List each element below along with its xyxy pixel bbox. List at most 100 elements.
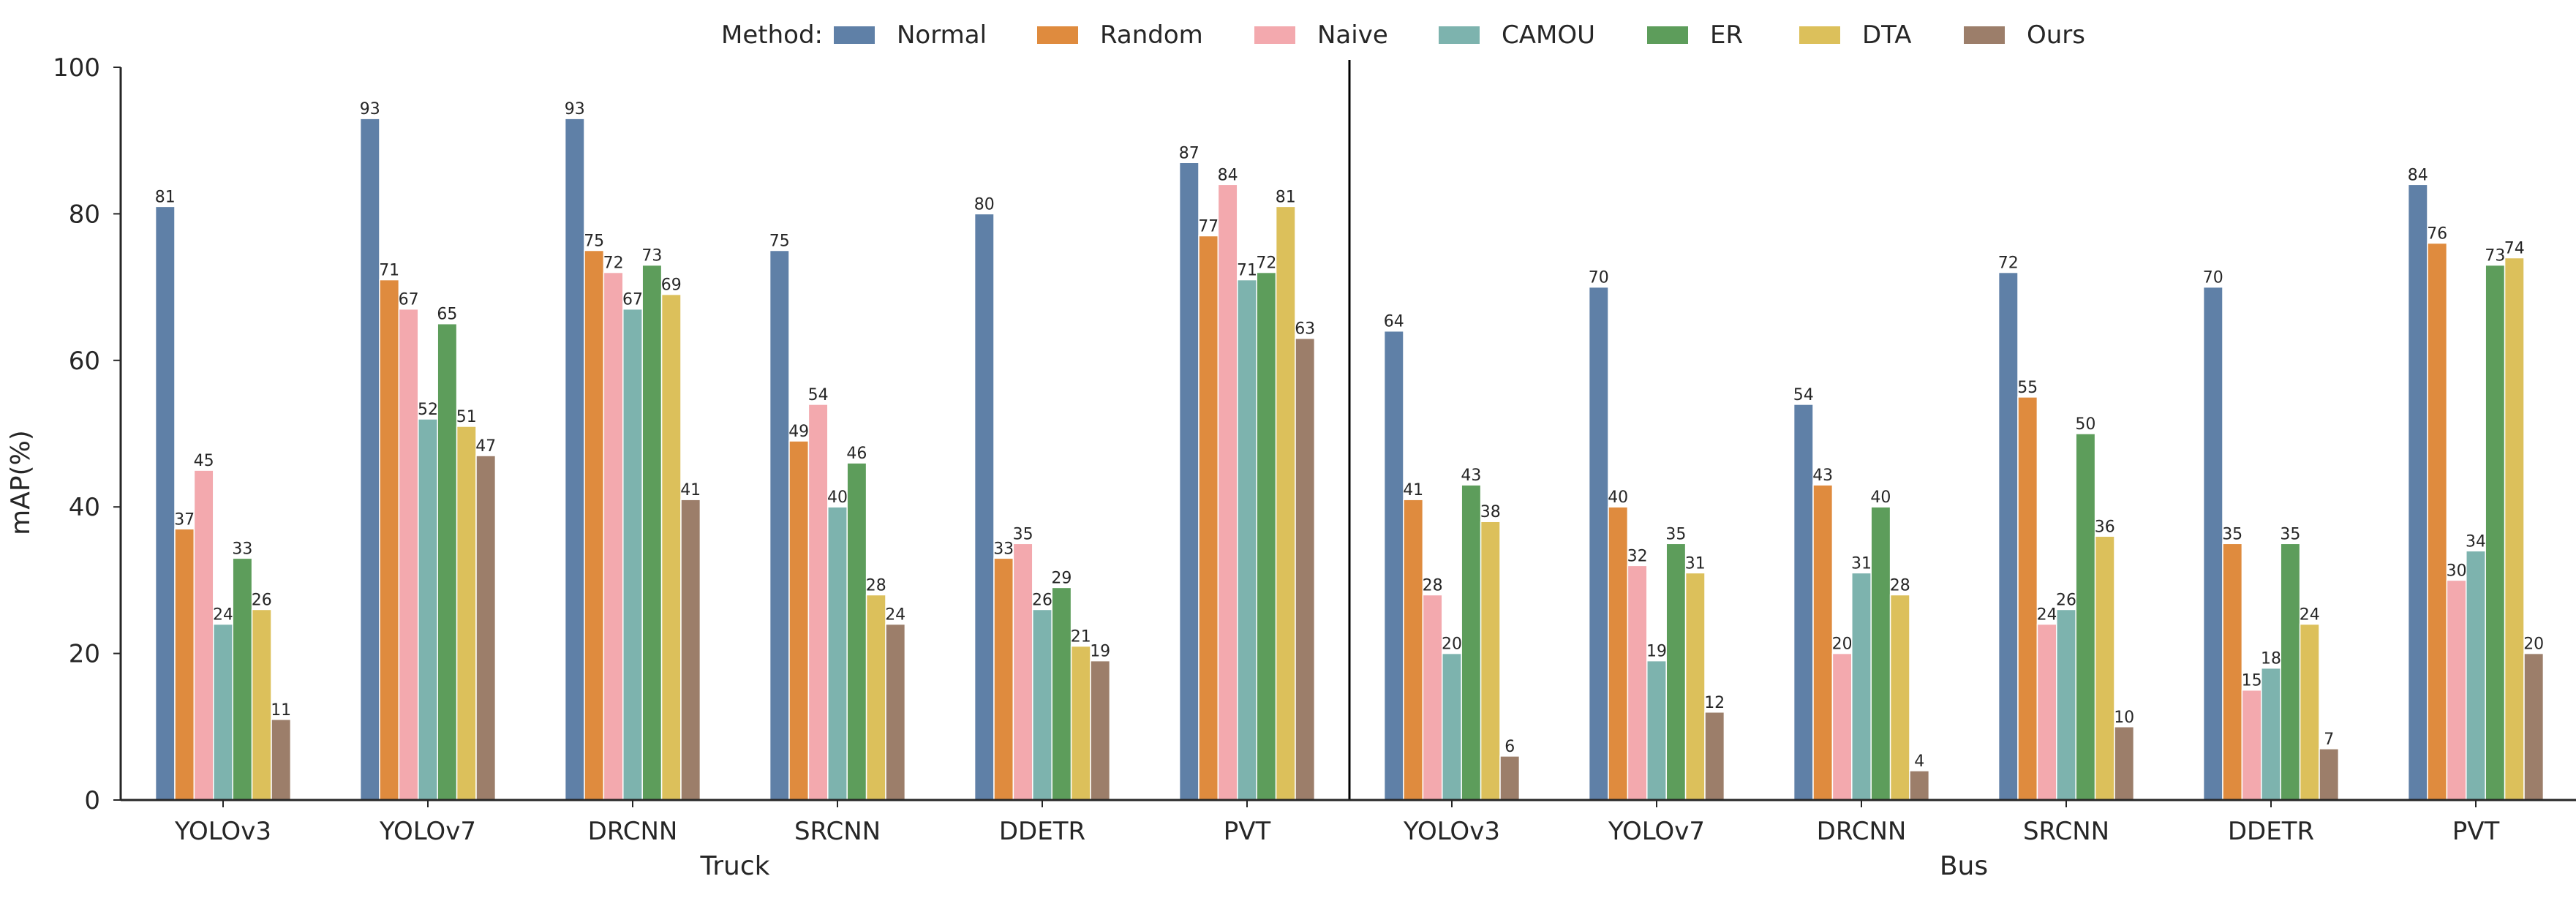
bar-value-label: 41 [1403, 481, 1423, 499]
bar-value-label: 4 [1914, 752, 1924, 771]
bar-value-label: 47 [475, 437, 496, 456]
bar-value-label: 26 [252, 591, 272, 609]
bar-truck-pvt-random [1198, 235, 1219, 801]
bar-bus-drcnn-er [1870, 506, 1891, 801]
bar-truck-yolov7-dta [456, 426, 477, 801]
bar-value-label: 80 [974, 195, 995, 214]
bar-value-label: 35 [1665, 525, 1686, 543]
bar-value-label: 24 [2300, 606, 2320, 625]
bar-value-label: 81 [155, 188, 176, 206]
bar-truck-yolov7-random [379, 279, 400, 801]
bar-value-label: 30 [2447, 562, 2467, 580]
bar-truck-yolov3-normal [154, 205, 176, 801]
bar-bus-yolov7-random [1608, 506, 1629, 801]
bar-value-label: 11 [271, 701, 291, 720]
legend-swatch-random [1037, 26, 1078, 44]
bar-value-label: 19 [1090, 643, 1110, 661]
bar-value-label: 43 [1461, 467, 1481, 485]
bar-value-label: 24 [885, 606, 905, 625]
bar-value-label: 93 [360, 100, 380, 118]
bar-truck-ddetr-dta [1070, 645, 1091, 801]
y-axis-label: mAP(%) [6, 430, 36, 535]
bar-truck-yolov7-camou [418, 418, 438, 801]
bar-value-label: 76 [2427, 224, 2447, 243]
y-tick-label: 20 [69, 640, 100, 669]
bar-value-label: 70 [2203, 269, 2223, 287]
bar-value-label: 75 [769, 233, 790, 251]
bar-value-label: 21 [1071, 628, 1091, 646]
bar-truck-yolov7-naive [398, 308, 419, 801]
bar-value-label: 46 [846, 445, 867, 463]
bar-value-label: 40 [827, 488, 848, 507]
bar-value-label: 28 [1890, 576, 1910, 595]
bar-truck-srcnn-random [788, 440, 810, 801]
bar-bus-drcnn-naive [1831, 652, 1853, 801]
bar-bus-yolov3-dta [1480, 521, 1501, 801]
bar-value-label: 72 [1256, 254, 1276, 273]
bar-truck-yolov3-naive [193, 469, 214, 801]
bar-truck-ddetr-naive [1012, 543, 1033, 801]
x-tick-label: YOLOv7 [379, 817, 476, 846]
bar-value-label: 15 [2242, 672, 2262, 690]
bar-value-label: 75 [584, 233, 604, 251]
bar-bus-ddetr-dta [2299, 623, 2320, 801]
bar-bus-pvt-er [2485, 264, 2506, 801]
legend-label-random: Random [1100, 20, 1203, 50]
x-tick-label: SRCNN [794, 817, 881, 846]
bar-value-label: 70 [1589, 269, 1609, 287]
bars: 8137452433261193716752655147937572677369… [154, 60, 2545, 801]
bar-truck-srcnn-camou [827, 506, 848, 801]
bar-bus-srcnn-camou [2056, 608, 2076, 801]
bar-bus-srcnn-dta [2094, 535, 2115, 801]
bar-truck-ddetr-normal [973, 213, 995, 801]
group-label-bus: Bus [1940, 851, 1988, 881]
x-tick-label: DRCNN [588, 817, 678, 846]
bar-bus-pvt-ours [2523, 652, 2545, 801]
bar-value-label: 34 [2466, 532, 2486, 551]
bar-bus-yolov7-camou [1646, 660, 1667, 801]
legend-swatch-ours [1964, 26, 2005, 44]
bar-value-label: 26 [2056, 591, 2076, 609]
bar-bus-yolov7-ours [1704, 712, 1725, 801]
bar-truck-drcnn-dta [660, 293, 682, 801]
bar-truck-ddetr-ours [1090, 660, 1111, 801]
legend-label-normal: Normal [897, 20, 987, 50]
bar-bus-srcnn-er [2075, 433, 2096, 801]
bar-truck-yolov3-er [232, 557, 253, 801]
legend-label-naive: Naive [1317, 20, 1388, 50]
bar-value-label: 54 [808, 386, 829, 404]
bar-bus-srcnn-random [2017, 396, 2038, 801]
bar-truck-pvt-camou [1237, 279, 1257, 801]
bar-truck-srcnn-naive [807, 404, 829, 801]
bar-bus-pvt-random [2427, 242, 2448, 801]
bar-bus-ddetr-random [2222, 543, 2243, 801]
bar-truck-yolov7-er [437, 322, 458, 801]
legend-title: Method: [721, 20, 823, 50]
bar-truck-drcnn-ours [680, 499, 701, 801]
bar-value-label: 24 [2037, 606, 2057, 625]
legend: Method: Normal Random Naive CAMOU ER DTA Ours [721, 20, 2085, 50]
legend-label-ours: Ours [2027, 20, 2085, 50]
bar-truck-pvt-er [1256, 271, 1277, 801]
bar-value-label: 69 [661, 276, 682, 295]
bar-value-label: 67 [399, 291, 419, 309]
bar-truck-yolov7-normal [359, 118, 380, 801]
bar-value-label: 73 [2485, 247, 2505, 265]
bar-value-label: 28 [1423, 576, 1443, 595]
bar-truck-ddetr-random [993, 557, 1014, 801]
bar-bus-pvt-dta [2504, 257, 2525, 801]
bar-value-label: 20 [1832, 635, 1853, 654]
bar-bus-srcnn-naive [2036, 623, 2057, 801]
x-tick-label: PVT [2452, 817, 2500, 846]
bar-value-label: 51 [456, 408, 477, 426]
bar-value-label: 67 [622, 291, 643, 309]
y-tick-label: 100 [53, 53, 100, 83]
bar-value-label: 33 [232, 540, 252, 558]
y-tick-label: 40 [69, 493, 100, 522]
bar-value-label: 50 [2075, 415, 2095, 434]
bar-value-label: 84 [1218, 166, 1238, 184]
bar-value-label: 43 [1812, 467, 1833, 485]
bar-truck-yolov3-camou [213, 623, 233, 801]
bar-value-label: 63 [1295, 320, 1315, 339]
bar-value-label: 33 [993, 540, 1014, 558]
